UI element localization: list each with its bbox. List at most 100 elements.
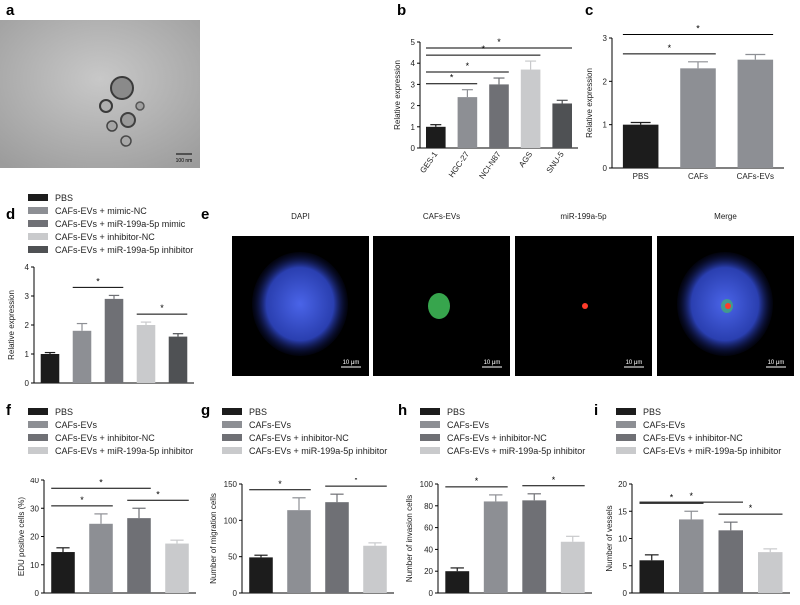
bar (104, 298, 124, 383)
bar (679, 519, 704, 593)
legend-entry: CAFs-EVs + miR-199a-5p inhibitor (28, 444, 193, 457)
legend-swatch (28, 408, 48, 415)
legend-entry: CAFs-EVs + miR-199a-5p inhibitor (420, 444, 585, 457)
x-tick-label: CAFs-EVs (737, 172, 774, 181)
scale-bar-label: 10 μm (343, 360, 360, 366)
y-tick-label: 40 (30, 478, 39, 485)
sig-star: * (552, 476, 556, 485)
fluorescence-image: 10 μm (515, 236, 652, 376)
chart-c-svg: 0 1 2 3 Relative expression PBS CAFs CAFs-EVs * * (585, 23, 784, 181)
chart-a: 00.20.40.60.8Concentration of CAFs-EVs (… (31, 18, 398, 203)
legend-swatch (222, 408, 242, 415)
legend-entry: CAFs-EVs + inhibitor-NC (420, 431, 585, 444)
bar (639, 560, 664, 593)
legend-swatch (616, 434, 636, 441)
mir-red-signal (725, 303, 731, 309)
y-tick-label: 0 (429, 589, 434, 598)
y-tick-label: 0 (35, 589, 40, 598)
legend-f: PBS CAFs-EVs CAFs-EVs + inhibitor-NC CAFs-E… (28, 405, 193, 457)
bar (758, 552, 783, 593)
x-tick-label: NCI-N87 (477, 150, 503, 181)
legend-d: PBS CAFs-EVs + mimic-NC CAFs-EVs + miR-199… (28, 191, 193, 256)
y-tick-label: 80 (424, 502, 433, 511)
legend-entry: CAFs-EVs + inhibitor-NC (28, 230, 193, 243)
y-tick-label: 5 (411, 38, 416, 47)
legend-label: CAFs-EVs (249, 419, 292, 430)
chart-c: 0 1 2 3 Relative expression PBS CAFs CAFs-EVs * * (585, 18, 800, 208)
bar (483, 501, 508, 593)
y-axis-label: Relative expression (393, 60, 402, 130)
legend-label: CAFs-EVs + miR-199a-5p inhibitor (55, 445, 194, 456)
legend-entry: CAFs-EVs + inhibitor-NC (28, 431, 193, 444)
legend-entry: CAFs-EVs + miR-199a-5p mimic (28, 217, 193, 230)
mir-red-signal (582, 303, 588, 309)
legend-label: CAFs-EVs + miR-199a-5p mimic (55, 218, 186, 229)
panel-letter-h: h (398, 402, 408, 419)
legend-label: CAFs-EVs + inhibitor-NC (55, 432, 155, 443)
legend-entry: CAFs-EVs + inhibitor-NC (616, 431, 781, 444)
x-tick-label: SNU-5 (545, 150, 566, 175)
em-micrograph: 100 nm (0, 20, 200, 168)
legend-label: CAFs-EVs + inhibitor-NC (447, 432, 547, 443)
legend-label: CAFs-EVs + miR-199a-5p inhibitor (643, 445, 782, 456)
bar (622, 124, 659, 168)
y-tick-label: 0 (623, 589, 628, 598)
legend-entry: PBS (28, 191, 193, 204)
x-tick-label: HGC-27 (447, 150, 472, 180)
chart-d-svg: 0 1 2 3 4 Relative expression * * (7, 263, 194, 388)
bar (72, 330, 92, 383)
sig-star: * (749, 503, 753, 513)
bar (127, 518, 151, 593)
x-tick-label: CAFs (688, 172, 708, 181)
bar (522, 500, 547, 593)
y-tick-label: 10 (30, 561, 39, 570)
panel-letter-b: b (397, 2, 407, 19)
bar (718, 530, 743, 593)
sig-star: * (96, 276, 100, 286)
sig-star: * (481, 44, 485, 54)
legend-label: PBS (643, 406, 662, 417)
y-tick-label: 5 (623, 562, 628, 571)
bar (445, 571, 470, 593)
bar (51, 552, 75, 593)
y-tick-label: 3 (25, 292, 30, 301)
legend-swatch (222, 421, 242, 428)
legend-label: CAFs-EVs + miR-199a-5p inhibitor (55, 244, 194, 255)
bar (89, 523, 113, 593)
legend-swatch (28, 246, 48, 253)
y-axis-label: Relative expression (586, 68, 594, 138)
bar (520, 69, 541, 148)
sig-star: * (99, 478, 103, 487)
y-tick-label: 1 (25, 350, 30, 359)
y-tick-label: 1 (411, 123, 416, 132)
y-axis-label: Number of vessels (605, 505, 614, 571)
panel-letter-e: e (201, 206, 210, 223)
legend-entry: CAFs-EVs (222, 418, 387, 431)
sig-star: * (670, 492, 674, 502)
fluorescence-caption: DAPI (291, 212, 310, 221)
legend-entry: PBS (420, 405, 585, 418)
scale-bar-label: 10 μm (626, 360, 643, 366)
bar (489, 84, 509, 148)
chart-f-svg: 0 10 20 30 40 EDU positive cells (%) * * * (17, 476, 196, 598)
sig-star: * (696, 23, 700, 33)
panel-letter-i: i (594, 402, 599, 419)
y-tick-label: 1 (603, 121, 608, 130)
legend-label: CAFs-EVs + inhibitor-NC (55, 231, 155, 242)
legend-swatch (28, 434, 48, 441)
bar (168, 336, 188, 383)
legend-label: PBS (55, 192, 74, 203)
scale-bar-label: 10 μm (484, 360, 501, 366)
legend-swatch (420, 434, 440, 441)
x-tick-label: GES-1 (418, 150, 439, 175)
legend-entry: CAFs-EVs + miR-199a-5p inhibitor (28, 243, 193, 256)
bar (363, 545, 387, 593)
y-tick-label: 40 (424, 545, 433, 554)
legend-label: PBS (55, 406, 74, 417)
bar (560, 541, 585, 593)
chart-i-svg: 0 5 10 15 20 Number of vessels * * * (605, 480, 790, 598)
bar (136, 325, 156, 383)
nucleus-dapi (252, 252, 348, 356)
